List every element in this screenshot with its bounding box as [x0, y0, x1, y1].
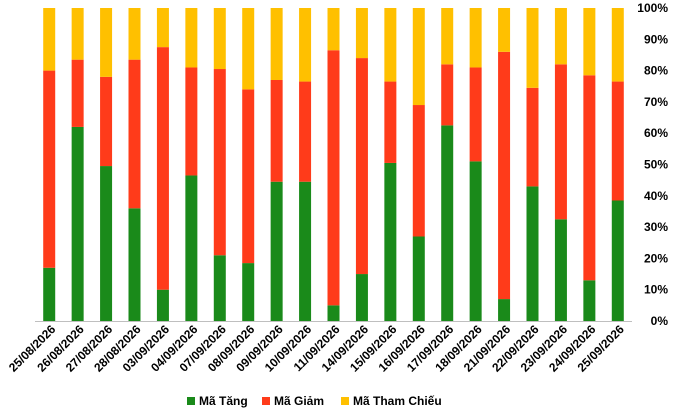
y-tick-label: 20%: [644, 251, 668, 265]
bar-ma-tham-chieu-09-09-2026: [270, 8, 283, 80]
bar-ma-tang-28-08-2026: [128, 208, 141, 321]
bar-ma-giam-16-09-2026: [412, 105, 425, 237]
bar-ma-giam-28-08-2026: [128, 59, 141, 209]
bar-ma-tham-chieu-26-08-2026: [71, 8, 84, 60]
bar-ma-tham-chieu-27-08-2026: [100, 8, 113, 77]
bar-ma-tham-chieu-15-09-2026: [384, 8, 397, 82]
bar-ma-tham-chieu-21-09-2026: [498, 8, 511, 52]
bar-ma-giam-04-09-2026: [185, 67, 198, 176]
legend-swatch-ma-tang: [187, 397, 195, 405]
bar-ma-tham-chieu-28-08-2026: [128, 8, 141, 60]
bar-ma-tang-10-09-2026: [299, 181, 312, 321]
bar-ma-tang-26-08-2026: [71, 126, 84, 321]
bar-ma-giam-15-09-2026: [384, 81, 397, 163]
legend-label-ma-giam: Mã Giảm: [274, 394, 324, 408]
y-tick-label: 90%: [644, 32, 668, 46]
bar-ma-tang-16-09-2026: [412, 236, 425, 321]
bar-ma-giam-11-09-2026: [327, 50, 340, 306]
bar-ma-tang-03-09-2026: [156, 289, 169, 321]
bar-ma-giam-18-09-2026: [469, 67, 482, 162]
bar-ma-tang-25-09-2026: [611, 200, 624, 321]
legend-swatch-ma-tham-chieu: [341, 397, 349, 405]
bar-ma-tham-chieu-25-08-2026: [43, 8, 56, 71]
bar-ma-giam-08-09-2026: [242, 89, 255, 264]
bar-ma-giam-25-08-2026: [43, 70, 56, 268]
bar-ma-tham-chieu-10-09-2026: [299, 8, 312, 82]
bar-ma-tang-07-09-2026: [213, 255, 226, 321]
bars-group: [43, 8, 624, 322]
y-tick-label: 60%: [644, 126, 668, 140]
bar-ma-giam-09-09-2026: [270, 79, 283, 182]
bar-ma-tang-27-08-2026: [100, 166, 113, 321]
bar-ma-giam-24-09-2026: [583, 75, 596, 281]
bar-ma-giam-14-09-2026: [355, 58, 368, 275]
legend: Mã Tăng Mã Giảm Mã Tham Chiếu: [187, 394, 442, 408]
y-tick-label: 40%: [644, 189, 668, 203]
bar-ma-tang-04-09-2026: [185, 175, 198, 321]
bar-ma-tang-23-09-2026: [554, 219, 567, 321]
legend-swatch-ma-giam: [262, 397, 270, 405]
legend-label-ma-tang: Mã Tăng: [199, 394, 248, 408]
bar-ma-tham-chieu-25-09-2026: [611, 8, 624, 82]
bar-ma-tham-chieu-18-09-2026: [469, 8, 482, 68]
bar-ma-tang-11-09-2026: [327, 305, 340, 321]
y-tick-label: 70%: [644, 95, 668, 109]
bar-ma-tham-chieu-11-09-2026: [327, 8, 340, 51]
bar-ma-tang-14-09-2026: [355, 274, 368, 321]
bar-ma-tham-chieu-07-09-2026: [213, 8, 226, 70]
legend-label-ma-tham-chieu: Mã Tham Chiếu: [353, 394, 442, 408]
bar-ma-giam-23-09-2026: [554, 64, 567, 220]
bar-ma-giam-03-09-2026: [156, 47, 169, 290]
bar-ma-tham-chieu-23-09-2026: [554, 8, 567, 65]
bar-ma-tang-25-08-2026: [43, 267, 56, 321]
y-tick-label: 30%: [644, 220, 668, 234]
y-tick-label: 80%: [644, 64, 668, 78]
bar-ma-giam-10-09-2026: [299, 81, 312, 182]
bar-ma-tham-chieu-14-09-2026: [355, 8, 368, 59]
y-axis-ticks: 0% 10% 20% 30% 40% 50% 60% 70% 80% 90% 100%: [637, 1, 668, 328]
bar-ma-giam-17-09-2026: [441, 64, 454, 126]
bar-ma-tang-21-09-2026: [498, 299, 511, 321]
bar-ma-tang-24-09-2026: [583, 280, 596, 321]
bar-ma-giam-22-09-2026: [526, 87, 539, 187]
y-tick-label: 0%: [651, 314, 669, 328]
y-tick-label: 50%: [644, 158, 668, 172]
y-tick-label: 100%: [637, 1, 668, 15]
bar-ma-tang-17-09-2026: [441, 125, 454, 322]
bar-ma-tham-chieu-04-09-2026: [185, 8, 198, 68]
bar-ma-giam-25-09-2026: [611, 81, 624, 201]
bar-ma-tang-22-09-2026: [526, 186, 539, 321]
bar-ma-tham-chieu-17-09-2026: [441, 8, 454, 65]
bar-ma-tham-chieu-22-09-2026: [526, 8, 539, 88]
bar-ma-tham-chieu-24-09-2026: [583, 8, 596, 76]
bar-ma-giam-21-09-2026: [498, 51, 511, 300]
bar-ma-giam-07-09-2026: [213, 69, 226, 256]
bar-ma-giam-27-08-2026: [100, 76, 113, 167]
bar-ma-tham-chieu-03-09-2026: [156, 8, 169, 48]
bar-ma-giam-26-08-2026: [71, 59, 84, 127]
bar-ma-tang-18-09-2026: [469, 161, 482, 321]
bar-ma-tham-chieu-08-09-2026: [242, 8, 255, 90]
bar-ma-tang-08-09-2026: [242, 263, 255, 321]
bar-ma-tham-chieu-16-09-2026: [412, 8, 425, 106]
y-tick-label: 10%: [644, 283, 668, 297]
bar-ma-tang-15-09-2026: [384, 162, 397, 321]
bar-ma-tang-09-09-2026: [270, 181, 283, 321]
x-axis-ticks: 25/08/202626/08/202627/08/202628/08/2026…: [6, 322, 627, 375]
